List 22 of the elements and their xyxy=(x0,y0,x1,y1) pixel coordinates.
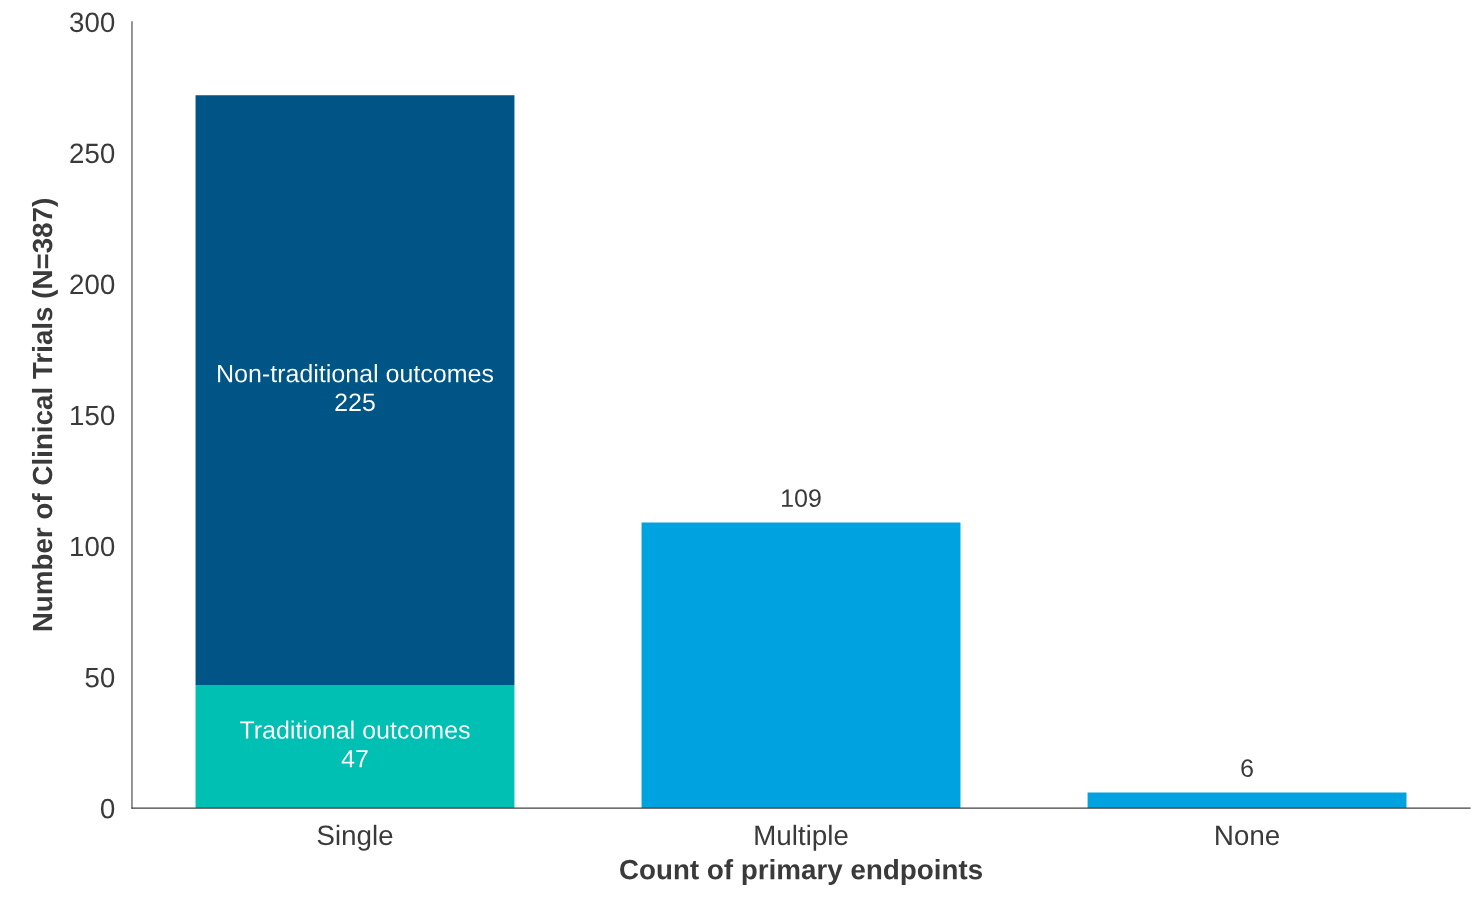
series-label: Non-traditional outcomes xyxy=(218,364,494,383)
y-axis-title: Number of Clinical Trials (N=387) xyxy=(31,199,58,631)
bar xyxy=(641,522,961,809)
y-tick-label: 100 xyxy=(71,536,115,557)
x-tick-label: Multiple xyxy=(755,824,848,851)
y-tick-label: 50 xyxy=(85,667,115,688)
y-tick-label: 250 xyxy=(70,143,115,164)
bar xyxy=(195,684,515,809)
y-tick-label: 300 xyxy=(70,12,115,33)
y-tick-label: 0 xyxy=(100,798,115,819)
y-tick-label: 200 xyxy=(70,274,115,295)
series-label: Traditional outcomes xyxy=(240,720,470,739)
data-label: 225 xyxy=(335,393,375,412)
data-label: 6 xyxy=(1241,759,1253,777)
bar xyxy=(1087,792,1407,809)
y-tick-label: 150 xyxy=(71,405,115,426)
x-tick-label: None xyxy=(1216,825,1280,846)
bar xyxy=(195,95,515,685)
x-axis-title: Count of primary endpoints xyxy=(620,859,982,885)
data-label: 47 xyxy=(341,750,368,768)
data-label: 109 xyxy=(782,489,821,507)
x-tick-label: Single xyxy=(317,824,393,851)
